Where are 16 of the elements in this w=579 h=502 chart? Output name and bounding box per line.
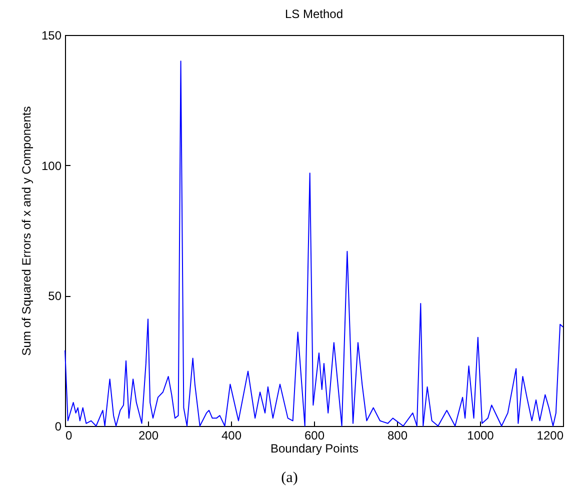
x-tick-label: 1200 <box>536 428 564 442</box>
y-tick-label: 0 <box>54 420 62 434</box>
x-tick-label: 400 <box>221 428 242 442</box>
x-tick-label: 1000 <box>467 428 494 442</box>
y-tick-label: 100 <box>41 158 62 173</box>
x-tick-label: 800 <box>387 428 408 442</box>
y-tick-label: 150 <box>41 28 62 42</box>
chart-title: LS Method <box>284 7 344 21</box>
text: (a) <box>280 470 299 487</box>
x-tick-label: 0 <box>66 428 72 442</box>
y-axis-title: Sum of Squared Errors of x and y Components <box>19 106 34 356</box>
x-tick-label: 200 <box>138 428 159 442</box>
line-series <box>64 60 564 426</box>
y-tick-label: 50 <box>48 289 62 304</box>
x-tick-label: 600 <box>304 428 325 442</box>
x-axis-title: Boundary Points <box>270 442 359 456</box>
